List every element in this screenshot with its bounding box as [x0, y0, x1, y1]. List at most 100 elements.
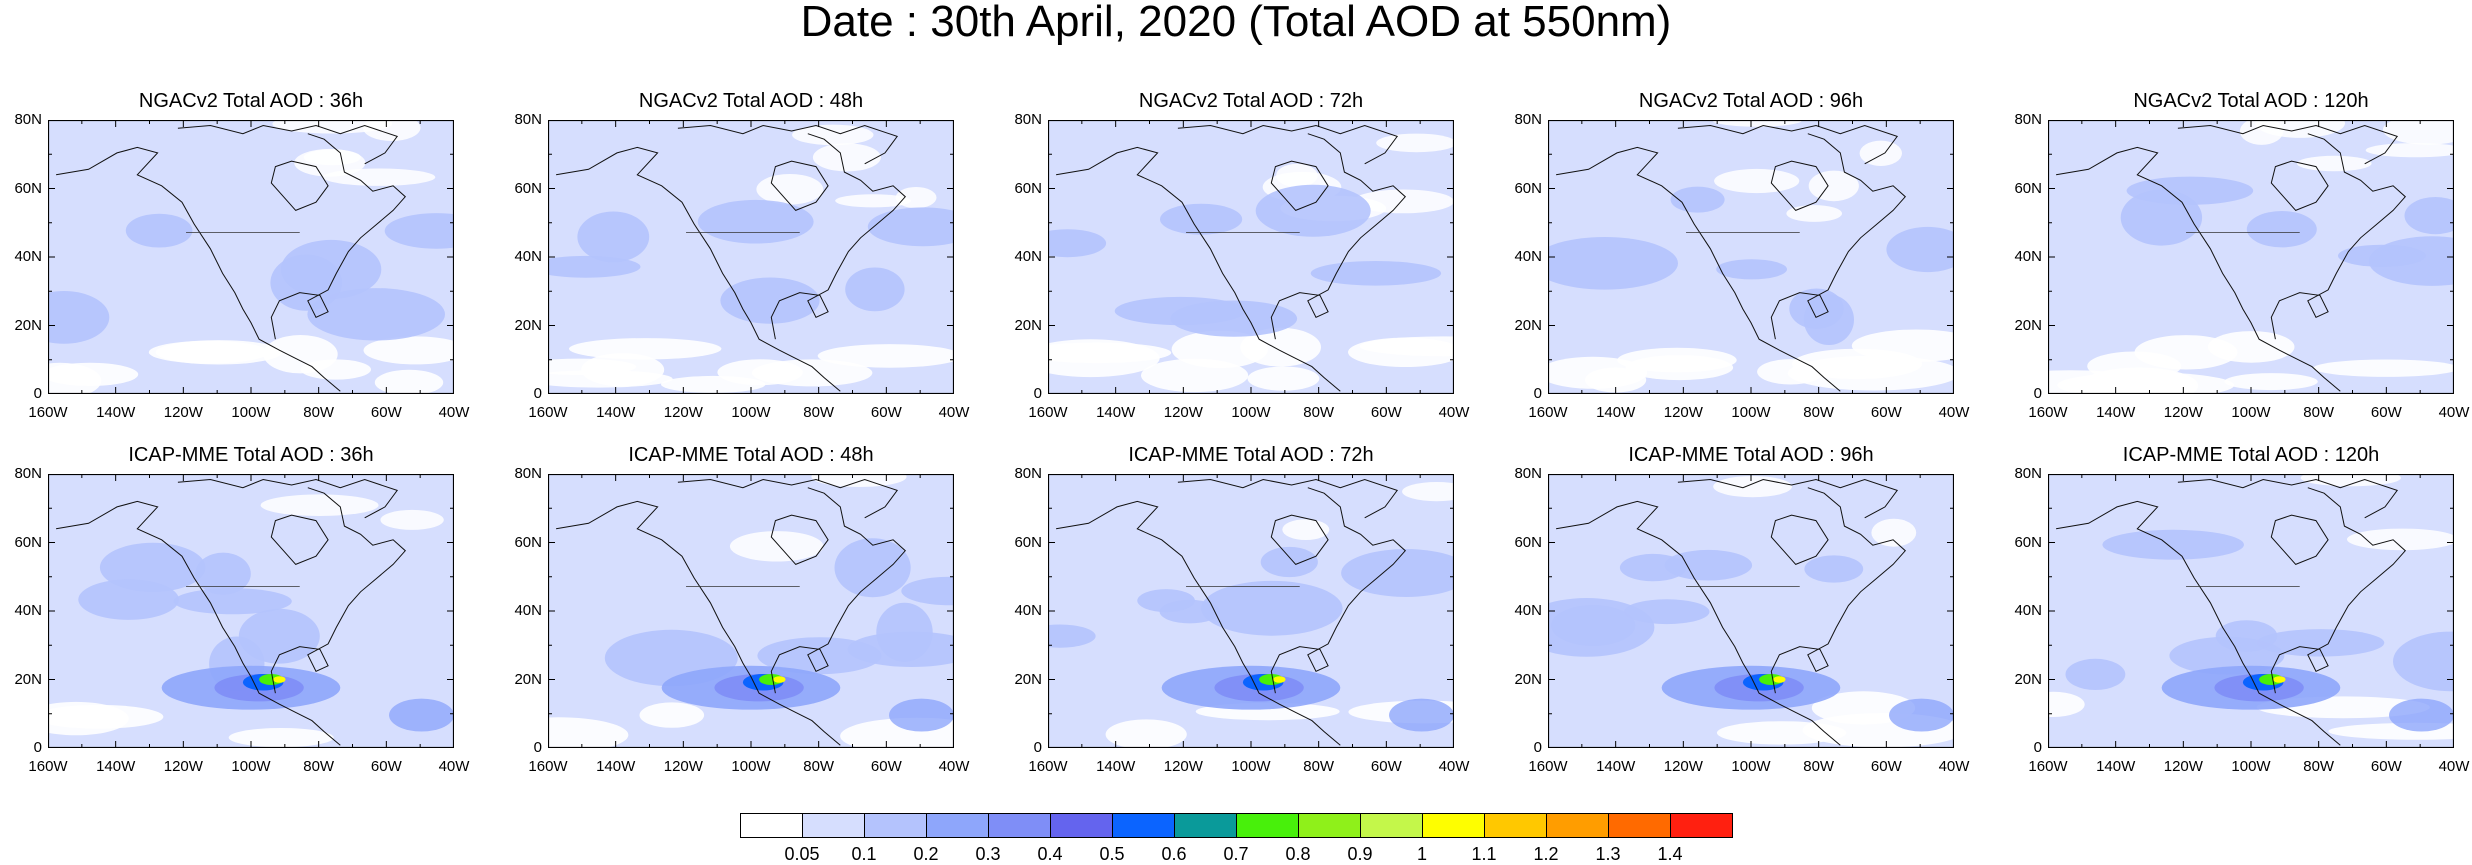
- y-tick-label: 0: [533, 739, 542, 756]
- x-tick-label: 80W: [1803, 404, 1835, 421]
- colorbar-label: 0.9: [1347, 844, 1373, 864]
- aod-map: [548, 120, 954, 394]
- x-tick-label: 100W: [731, 758, 771, 775]
- y-tick-label: 20N: [514, 670, 542, 688]
- x-tick-label: 140W: [1596, 404, 1636, 421]
- aod-map-svg: [2048, 120, 2454, 394]
- colorbar-swatch: [1670, 813, 1733, 838]
- x-tick-label: 120W: [1663, 404, 1703, 421]
- x-tick-label: 80W: [303, 758, 335, 775]
- y-tick-label: 0: [1033, 739, 1042, 756]
- panel-title: NGACv2 Total AOD : 72h: [1138, 90, 1364, 112]
- y-tick-label: 0: [533, 385, 542, 402]
- y-tick-label: 80N: [14, 465, 42, 482]
- x-tick-label: 120W: [1663, 758, 1703, 775]
- y-tick-label: 40N: [2014, 248, 2042, 265]
- map-panel: NGACv2 Total AOD : 120h 80N 60N 40N 20N 0 160W…: [2014, 90, 2472, 444]
- x-tick-label: 100W: [1731, 758, 1771, 775]
- map-panel: ICAP-MME Total AOD : 48h 80N 60N 40N 20N 0 160…: [514, 444, 994, 798]
- colorbar-label: 0.7: [1223, 844, 1249, 864]
- x-tick-label: 100W: [231, 404, 271, 421]
- x-tick-label: 140W: [1096, 404, 1136, 421]
- x-tick-label: 80W: [1303, 404, 1335, 421]
- y-tick-label: 80N: [14, 111, 42, 128]
- x-tick-label: 80W: [2303, 404, 2335, 421]
- y-tick-label: 80N: [514, 465, 542, 482]
- x-tick-label: 80W: [1303, 758, 1335, 775]
- map-panel: NGACv2 Total AOD : 36h 80N 60N 40N 20N 0 160W 1…: [14, 90, 494, 444]
- x-tick-label: 60W: [2370, 758, 2402, 775]
- colorbar-swatch: [1050, 813, 1113, 838]
- aod-map-svg: [1048, 120, 1454, 394]
- y-tick-label: 80N: [2014, 465, 2042, 482]
- y-tick-label: 20N: [1014, 670, 1042, 688]
- x-tick-label: 120W: [663, 404, 703, 421]
- x-tick-label: 40W: [1938, 404, 1970, 421]
- y-tick-label: 40N: [1514, 248, 1542, 265]
- y-tick-label: 60N: [14, 533, 42, 551]
- colorbar-swatch: [926, 813, 989, 838]
- x-tick-label: 140W: [96, 758, 136, 775]
- x-tick-label: 120W: [663, 758, 703, 775]
- aod-map-svg: [1048, 474, 1454, 748]
- panel-title: ICAP-MME Total AOD : 72h: [1128, 444, 1374, 466]
- colorbar-label: 1.4: [1657, 844, 1683, 864]
- x-tick-label: 100W: [1231, 758, 1271, 775]
- x-tick-label: 40W: [438, 404, 470, 421]
- x-tick-label: 60W: [1870, 404, 1902, 421]
- colorbar-swatch: [802, 813, 865, 838]
- colorbar-swatch: [1112, 813, 1175, 838]
- y-tick-label: 20N: [2014, 670, 2042, 688]
- y-tick-label: 80N: [514, 111, 542, 128]
- y-tick-label: 80N: [1514, 111, 1542, 128]
- map-panel: ICAP-MME Total AOD : 120h 80N 60N 40N 20N 0 16…: [2014, 444, 2472, 798]
- aod-map: [48, 120, 454, 394]
- y-tick-label: 40N: [14, 602, 42, 619]
- x-tick-label: 80W: [2303, 758, 2335, 775]
- y-tick-label: 60N: [514, 533, 542, 551]
- figure-title: Date : 30th April, 2020 (Total AOD at 55…: [800, 0, 1672, 46]
- y-tick-label: 0: [33, 385, 42, 402]
- colorbar-swatch: [740, 813, 803, 838]
- colorbar-label: 1.1: [1471, 844, 1497, 864]
- map-panel: ICAP-MME Total AOD : 72h 80N 60N 40N 20N 0 160…: [1014, 444, 1494, 798]
- panel-title: NGACv2 Total AOD : 48h: [638, 90, 864, 112]
- colorbar-label: 1: [1416, 844, 1427, 864]
- colorbar-label: 0.8: [1285, 844, 1311, 864]
- x-tick-label: 40W: [938, 404, 970, 421]
- x-tick-label: 60W: [870, 404, 902, 421]
- x-tick-label: 100W: [1231, 404, 1271, 421]
- colorbar-swatch: [1422, 813, 1485, 838]
- y-tick-label: 0: [2033, 739, 2042, 756]
- y-tick-label: 40N: [1014, 248, 1042, 265]
- x-tick-label: 40W: [2438, 404, 2470, 421]
- x-tick-label: 40W: [1938, 758, 1970, 775]
- x-tick-label: 120W: [1163, 404, 1203, 421]
- x-tick-label: 60W: [870, 758, 902, 775]
- x-tick-label: 60W: [1370, 758, 1402, 775]
- x-tick-label: 40W: [2438, 758, 2470, 775]
- y-tick-label: 20N: [1014, 316, 1042, 334]
- colorbar-label: 0.6: [1161, 844, 1187, 864]
- y-tick-label: 60N: [1514, 533, 1542, 551]
- aod-map: [48, 474, 454, 748]
- panel-title: ICAP-MME Total AOD : 48h: [628, 444, 874, 466]
- y-tick-label: 80N: [1014, 465, 1042, 482]
- colorbar-swatch: [1608, 813, 1671, 838]
- aod-map: [1548, 474, 1954, 748]
- y-tick-label: 0: [33, 739, 42, 756]
- x-tick-label: 120W: [163, 404, 203, 421]
- panel-title: NGACv2 Total AOD : 36h: [138, 90, 364, 112]
- x-tick-label: 140W: [596, 758, 636, 775]
- x-tick-label: 40W: [938, 758, 970, 775]
- panel-title: NGACv2 Total AOD : 96h: [1638, 90, 1864, 112]
- colorbar-label: 0.3: [975, 844, 1001, 864]
- y-tick-label: 60N: [1014, 533, 1042, 551]
- x-tick-label: 60W: [370, 758, 402, 775]
- x-tick-label: 140W: [1096, 758, 1136, 775]
- x-tick-label: 60W: [1870, 758, 1902, 775]
- y-tick-label: 60N: [1514, 179, 1542, 197]
- aod-map: [1048, 474, 1454, 748]
- x-tick-label: 120W: [2163, 758, 2203, 775]
- panel-title: ICAP-MME Total AOD : 120h: [2122, 444, 2380, 466]
